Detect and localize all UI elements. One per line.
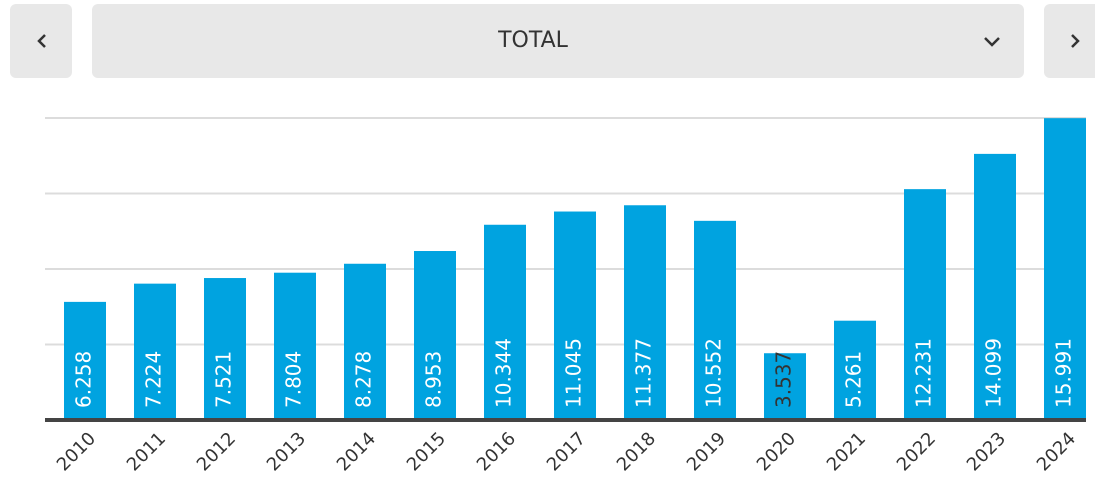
bar	[204, 278, 246, 420]
next-icon	[1071, 34, 1080, 48]
dropdown[interactable]	[92, 4, 1024, 78]
prev-icon	[37, 34, 46, 48]
x-tick-label: 2010	[53, 428, 100, 475]
bar	[764, 353, 806, 420]
x-tick-label: 2017	[543, 428, 590, 475]
x-tick-label: 2021	[823, 428, 870, 475]
bar	[904, 189, 946, 420]
bar	[344, 263, 386, 420]
bar	[414, 251, 456, 420]
value-label: 6.258	[72, 351, 96, 408]
value-label: 11.377	[632, 338, 656, 408]
x-tick-label: 2019	[683, 428, 730, 475]
value-label: 10.344	[492, 338, 516, 408]
bar	[134, 283, 176, 420]
value-label: 10.552	[702, 338, 726, 408]
value-label: 8.953	[422, 351, 446, 408]
x-tick-label: 2020	[753, 428, 800, 475]
x-tick-label: 2015	[403, 428, 450, 475]
bar	[64, 301, 106, 420]
x-tick-label: 2012	[193, 428, 240, 475]
x-tick-label: 2016	[473, 428, 520, 475]
value-label: 11.045	[562, 338, 586, 408]
value-label: 12.231	[912, 338, 936, 408]
x-tick-label: 2023	[963, 428, 1010, 475]
bar	[484, 224, 526, 420]
x-tick-label: 2011	[123, 428, 170, 475]
x-tick-label: 2018	[613, 428, 660, 475]
x-tick-label: 2014	[333, 428, 380, 475]
dropdown-label: TOTAL	[497, 28, 569, 53]
bar	[274, 272, 316, 420]
bar	[834, 320, 876, 420]
value-label: 7.521	[212, 351, 236, 408]
value-label: 14.099	[982, 338, 1006, 408]
bar	[974, 153, 1016, 420]
next-button[interactable]	[1044, 4, 1095, 78]
x-tick-label: 2024	[1033, 428, 1080, 475]
x-tick-label: 2013	[263, 428, 310, 475]
prev-button[interactable]	[10, 4, 72, 78]
value-label: 15.991	[1052, 338, 1076, 408]
dropdown-icon	[984, 37, 1000, 47]
bar	[1044, 118, 1086, 421]
bar	[554, 211, 596, 420]
bar	[694, 220, 736, 420]
value-label: 3.537	[772, 351, 796, 408]
value-label: 7.804	[282, 351, 306, 408]
value-label: 5.261	[842, 351, 866, 408]
x-tick-label: 2022	[893, 428, 940, 475]
value-label: 8.278	[352, 351, 376, 408]
value-label: 7.224	[142, 351, 166, 408]
bar	[624, 205, 666, 420]
